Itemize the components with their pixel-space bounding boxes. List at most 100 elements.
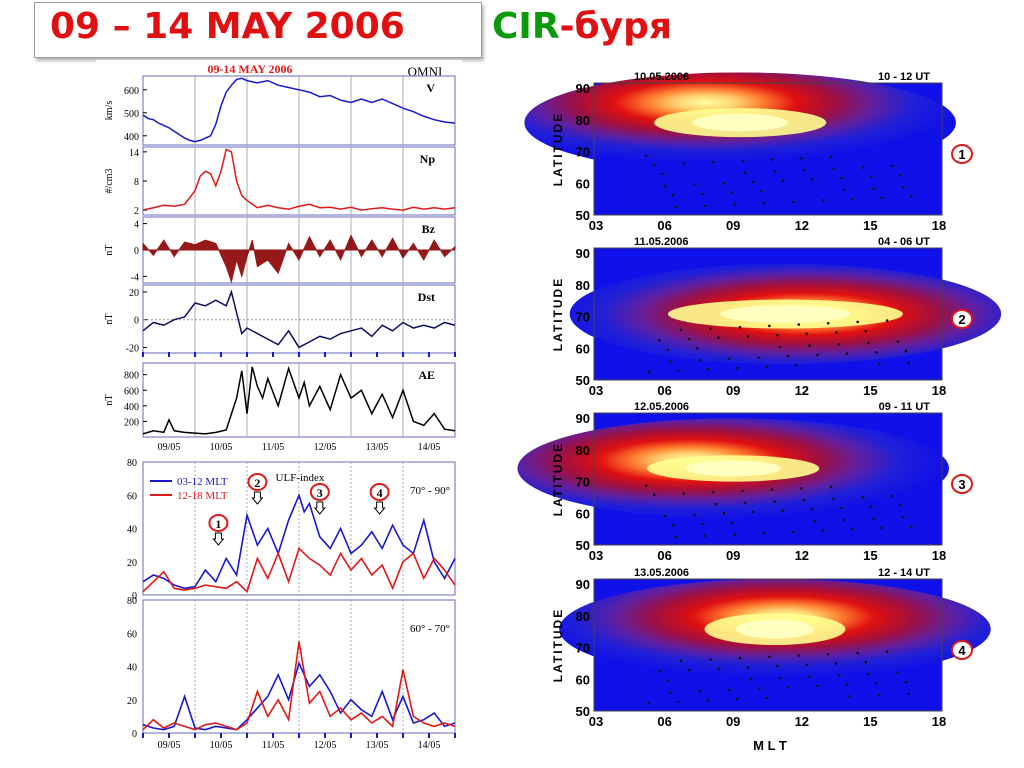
mlt-tick-label: 18: [932, 218, 946, 233]
map-station-point: [837, 674, 841, 677]
map-station-point: [867, 672, 870, 676]
date-tick-label: 11/05: [262, 442, 284, 453]
lat-tick-label: 50: [576, 538, 590, 553]
map-station-point: [701, 192, 704, 196]
map-station-point: [778, 345, 782, 349]
map-station-point: [842, 518, 846, 522]
panel-ylabel: nT: [104, 244, 115, 255]
ulf-ytick-label: 80: [127, 596, 137, 607]
map-station-point: [741, 489, 744, 493]
map-station-point: [679, 328, 683, 332]
mlt-tick-label: 18: [932, 714, 946, 729]
map-station-point: [762, 201, 766, 205]
map-station-point: [875, 681, 878, 685]
map-date: 11.05.2006: [634, 236, 688, 248]
map-station-point: [706, 699, 710, 702]
axis-tick-mark: [402, 352, 404, 357]
map-station-point: [869, 505, 873, 509]
map-station-point: [746, 335, 750, 338]
page-subtitle: CIR-буря: [492, 6, 672, 47]
map-station-point: [826, 652, 830, 656]
ulf-range-label: 60° - 70°: [410, 623, 450, 635]
map-station-point: [810, 508, 814, 511]
map-station-point: [904, 349, 908, 353]
map-station-point: [856, 651, 859, 655]
map-station-point: [663, 514, 667, 518]
map-station-point: [907, 692, 910, 696]
panel-label-ae: AE: [418, 368, 435, 382]
mlt-tick-label: 12: [795, 218, 809, 233]
map-station-point: [802, 498, 806, 502]
omni-source: OMNI: [408, 64, 443, 79]
panel-label-np: Np: [420, 152, 436, 166]
map-station-point: [867, 341, 870, 345]
map-station-point: [792, 530, 795, 534]
map-frame: [593, 82, 943, 216]
ulf-ytick-label: 20: [127, 558, 137, 569]
map-station-point: [671, 523, 675, 527]
lat-tick-label: 80: [576, 113, 590, 128]
map-station-point: [851, 197, 854, 201]
map-station-point: [647, 701, 651, 705]
map-station-point: [842, 188, 846, 192]
ulf-range-label: 70° - 90°: [410, 485, 450, 497]
map-station-point: [872, 517, 876, 520]
map-station-point: [845, 683, 849, 686]
map-station-point: [880, 196, 884, 200]
mlt-tick-label: 12: [795, 548, 809, 563]
axis-tick-mark: [454, 352, 456, 357]
map-station-point: [703, 204, 707, 208]
map-station-point: [677, 369, 680, 373]
ulf-axis-tick-mark: [298, 733, 300, 738]
title-box: [34, 2, 482, 58]
date-tick-label: 12/05: [314, 442, 337, 453]
map-station-point: [711, 490, 715, 494]
latitude-axis-label: LATITUDE: [551, 277, 565, 351]
map-station-point: [751, 510, 755, 514]
axis-tick-mark: [220, 352, 222, 357]
map-peak-core: [720, 305, 851, 323]
map-station-point: [896, 671, 900, 675]
lat-tick-label: 80: [576, 278, 590, 293]
mlt-tick-label: 03: [589, 383, 603, 398]
map-station-point: [733, 203, 736, 206]
ulf-date-tick-label: 09/05: [158, 740, 181, 751]
panel-label-bz: Bz: [422, 222, 436, 236]
lat-tick-label: 70: [576, 310, 590, 325]
map-number-circle: [951, 309, 973, 329]
map-station-point: [733, 533, 736, 536]
map-number-circle: [951, 474, 973, 494]
map-station-point: [880, 526, 884, 530]
map-station-point: [875, 350, 878, 354]
lat-tick-label: 90: [576, 577, 590, 592]
event-marker-circle: [208, 514, 229, 532]
event-arrow-icon: [251, 491, 264, 505]
map-station-point: [701, 522, 704, 526]
map-station-point: [674, 535, 677, 539]
axis-tick-mark: [428, 352, 430, 357]
map-date: 10.05.2006: [634, 71, 689, 83]
ulf-axis-tick-mark: [428, 733, 430, 738]
map-ut: 12 - 14 UT: [878, 567, 930, 579]
event-arrow-icon: [212, 532, 225, 546]
map-station-point: [765, 696, 768, 700]
ytick-label: 400: [124, 402, 139, 413]
event-marker-circle: [309, 483, 330, 501]
map-station-point: [891, 164, 894, 168]
map-station-point: [730, 191, 734, 194]
map-station-point: [840, 506, 843, 510]
map-station-point: [679, 659, 683, 663]
map-station-point: [663, 184, 667, 188]
map-station-point: [851, 527, 854, 531]
ytick-label: -4: [131, 272, 139, 283]
ulf-axis-tick-mark: [194, 733, 196, 738]
map-station-point: [781, 179, 785, 182]
map-station-point: [776, 664, 779, 668]
map-station-point: [810, 178, 814, 181]
panel-ylabel: nT: [104, 394, 115, 405]
map-station-point: [714, 502, 718, 506]
series-line-ae: [142, 365, 456, 435]
map-station-point: [816, 684, 819, 688]
ytick-label: 600: [124, 386, 139, 397]
series-area-bz: [142, 234, 456, 284]
